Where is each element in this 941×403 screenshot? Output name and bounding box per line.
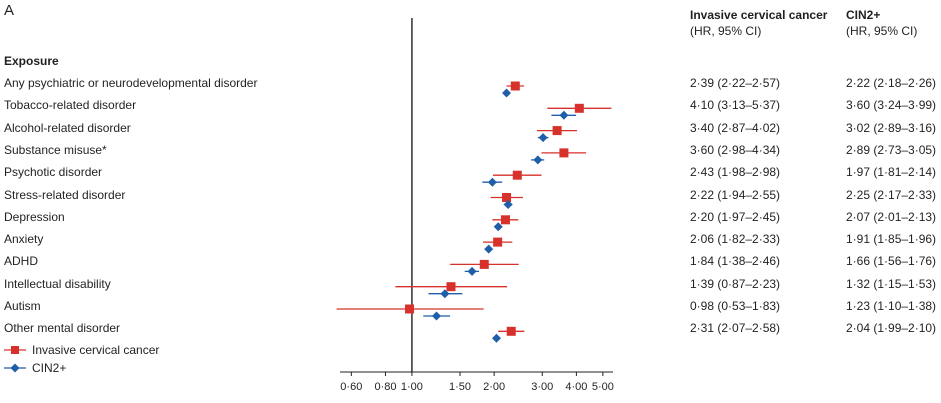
row-value-cin: 2·22 (2·18–2·26) xyxy=(846,76,937,90)
row-value-invasive: 2·22 (1·94–2·55) xyxy=(690,187,781,202)
row-value-cin: 2·04 (1·99–2·10) xyxy=(846,321,937,336)
col-header-invasive: Invasive cervical cancer (HR, 95% CI) xyxy=(690,7,827,39)
point-cin xyxy=(484,244,494,254)
row-label: Autism xyxy=(4,299,41,313)
col-header-invasive-sub: (HR, 95% CI) xyxy=(690,24,762,38)
col-header-cin-title: CIN2+ xyxy=(846,8,881,22)
point-invasive xyxy=(500,215,510,225)
point-invasive xyxy=(574,103,584,113)
point-cin xyxy=(487,177,497,187)
row-label: Anxiety xyxy=(4,232,44,247)
col-header-invasive-title: Invasive cervical cancer xyxy=(690,8,828,22)
legend-item-invasive: Invasive cervical cancer xyxy=(4,343,159,357)
panel-label: A xyxy=(4,2,15,19)
point-invasive xyxy=(552,126,562,136)
row-value-invasive: 0·98 (0·53–1·83) xyxy=(690,299,781,313)
row-value-invasive: 3·40 (2·87–4·02) xyxy=(690,120,781,135)
point-invasive xyxy=(506,326,516,336)
x-tick-label: 5·00 xyxy=(591,381,614,393)
point-invasive xyxy=(502,193,512,202)
point-cin xyxy=(467,266,477,276)
exposure-header: Exposure xyxy=(4,54,59,68)
col-header-cin-sub: (HR, 95% CI) xyxy=(846,24,918,38)
row-value-invasive: 2·31 (2·07–2·58) xyxy=(690,321,781,336)
row-value-invasive: 1·39 (0·87–2·23) xyxy=(690,276,781,291)
legend-diamond-marker xyxy=(4,362,26,374)
x-tick-label: 1·50 xyxy=(449,381,472,393)
x-tick-label: 0·80 xyxy=(374,381,397,393)
point-cin xyxy=(538,133,548,143)
row-value-cin: 2·07 (2·01–2·13) xyxy=(846,209,937,224)
point-invasive xyxy=(512,170,522,180)
point-cin xyxy=(502,88,512,98)
point-invasive xyxy=(446,282,456,292)
x-tick-label: 2·00 xyxy=(483,381,506,393)
row-value-cin: 2·89 (2·73–3·05) xyxy=(846,142,937,157)
point-cin xyxy=(493,222,503,232)
row-value-cin: 1·66 (1·56–1·76) xyxy=(846,254,937,269)
point-cin xyxy=(492,333,502,343)
point-cin xyxy=(440,289,450,299)
row-label: Substance misuse* xyxy=(4,142,107,157)
row-value-invasive: 2·06 (1·82–2·33) xyxy=(690,232,781,247)
row-label: Alcohol-related disorder xyxy=(4,120,131,135)
row-value-cin: 1·91 (1·85–1·96) xyxy=(846,232,937,247)
row-value-invasive: 1·84 (1·38–2·46) xyxy=(690,254,781,269)
row-value-cin: 3·02 (2·89–3·16) xyxy=(846,120,937,135)
row-value-cin: 1·23 (1·10–1·38) xyxy=(846,299,937,313)
row-value-cin: 3·60 (3·24–3·99) xyxy=(846,98,937,113)
row-label: Other mental disorder xyxy=(4,321,121,336)
col-header-cin: CIN2+ (HR, 95% CI) xyxy=(846,7,917,39)
row-value-invasive: 2·39 (2·22–2·57) xyxy=(690,76,781,90)
x-tick-label: 3·00 xyxy=(531,381,554,393)
legend-label-cin: CIN2+ xyxy=(32,361,67,375)
point-cin xyxy=(559,110,569,120)
point-cin xyxy=(503,200,513,209)
point-invasive xyxy=(559,148,569,158)
row-value-cin: 2·25 (2·17–2·33) xyxy=(846,187,937,202)
x-tick-label: 4·00 xyxy=(565,381,588,393)
legend-square-marker xyxy=(4,344,26,356)
row-label: Stress-related disorder xyxy=(4,187,126,202)
row-label: Depression xyxy=(4,209,65,224)
row-label: ADHD xyxy=(4,254,39,269)
row-label: Any psychiatric or neurodevelopmental di… xyxy=(4,76,258,90)
x-tick-label: 1·00 xyxy=(400,381,423,393)
legend-item-cin: CIN2+ xyxy=(4,361,66,375)
row-value-invasive: 2·43 (1·98–2·98) xyxy=(690,165,781,180)
row-value-invasive: 3·60 (2·98–4·34) xyxy=(690,142,781,157)
row-value-cin: 1·97 (1·81–2·14) xyxy=(846,165,937,180)
row-value-invasive: 2·20 (1·97–2·45) xyxy=(690,209,781,224)
point-invasive xyxy=(405,304,415,314)
row-label: Psychotic disorder xyxy=(4,165,103,180)
point-cin xyxy=(431,311,441,321)
row-value-invasive: 4·10 (3·13–5·37) xyxy=(690,98,781,113)
point-invasive xyxy=(479,259,489,269)
x-tick-label: 0·60 xyxy=(340,381,363,393)
row-label: Tobacco-related disorder xyxy=(4,98,137,113)
point-invasive xyxy=(510,81,520,91)
legend-label-invasive: Invasive cervical cancer xyxy=(32,343,160,357)
row-value-cin: 1·32 (1·15–1·53) xyxy=(846,276,937,291)
point-invasive xyxy=(493,237,503,247)
point-cin xyxy=(533,155,543,165)
row-label: Intellectual disability xyxy=(4,276,111,291)
